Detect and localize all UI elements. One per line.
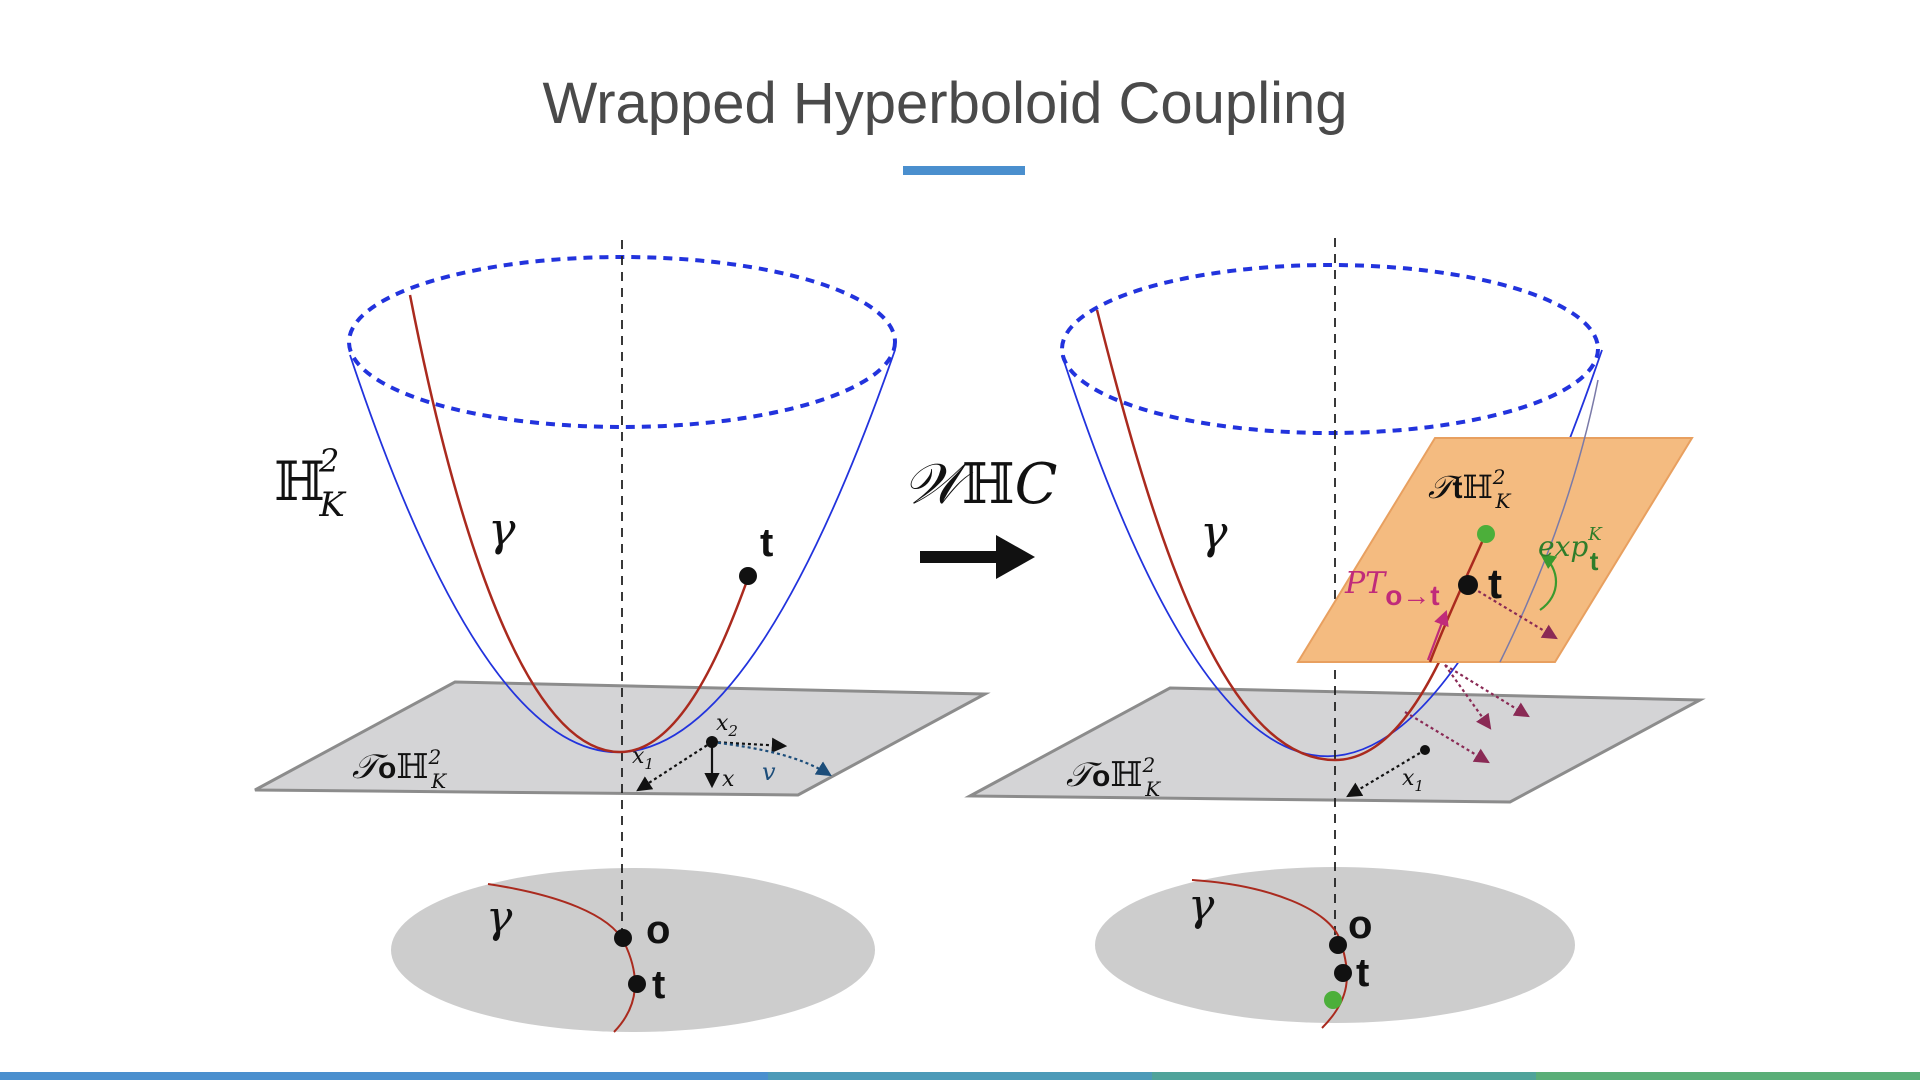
right-x1-origin xyxy=(1420,745,1430,755)
right-disk-t-label: t xyxy=(1356,951,1369,995)
left-gamma-label: γ xyxy=(488,502,516,556)
right-gamma-label: γ xyxy=(1200,505,1228,559)
bottom-bar-segment xyxy=(1536,1072,1920,1080)
transform-arrow-head xyxy=(996,535,1035,579)
right-disk-gamma-label: γ xyxy=(1188,880,1215,931)
bottom-bar-segment xyxy=(384,1072,768,1080)
bottom-accent-bar xyxy=(0,1072,1920,1080)
left-poincare-disk xyxy=(391,868,875,1032)
right-disk-point-t xyxy=(1334,964,1352,982)
left-disk-point-t xyxy=(628,975,646,993)
left-space-label: ℍ2 K xyxy=(274,442,347,525)
right-disk-green-point xyxy=(1324,991,1342,1009)
right-panel: γ 𝒯tℍ2 K t PTo→t expK t 𝒯oℍ2 K x1 γ o t xyxy=(970,238,1700,1028)
right-green-point-plane xyxy=(1477,525,1495,543)
right-hyperboloid-rim xyxy=(1062,265,1598,433)
left-disk-gamma-label: γ xyxy=(486,892,513,943)
whc-label: 𝒲ℍC xyxy=(903,452,1057,517)
right-disk-o-label: o xyxy=(1348,903,1372,947)
left-point-t-hyperboloid xyxy=(739,567,757,585)
left-panel: ℍ2 K γ t 𝒯oℍ2 K x2 x1 x v γ o t xyxy=(255,240,985,1032)
left-disk-t-label: t xyxy=(652,963,665,1007)
bottom-bar-segment xyxy=(0,1072,384,1080)
left-disk-point-o xyxy=(614,929,632,947)
right-disk-point-o xyxy=(1329,936,1347,954)
right-point-t-plane xyxy=(1458,575,1478,595)
left-disk-o-label: o xyxy=(646,908,670,952)
bottom-bar-segment xyxy=(768,1072,1152,1080)
bottom-bar-segment xyxy=(1152,1072,1536,1080)
right-tangent-plane-o-label: 𝒯oℍ2 K xyxy=(1066,753,1161,801)
middle-transform: 𝒲ℍC xyxy=(903,452,1057,579)
left-v-label: v xyxy=(762,758,776,786)
left-t-label: t xyxy=(760,521,773,565)
right-t-label: t xyxy=(1488,560,1502,607)
right-tangent-plane-t-label: 𝒯tℍ2 K xyxy=(1428,465,1511,513)
left-x-label: x xyxy=(722,767,735,792)
left-tangent-plane-label: 𝒯oℍ2 K xyxy=(352,745,447,793)
left-tangent-vector-origin xyxy=(706,736,718,748)
